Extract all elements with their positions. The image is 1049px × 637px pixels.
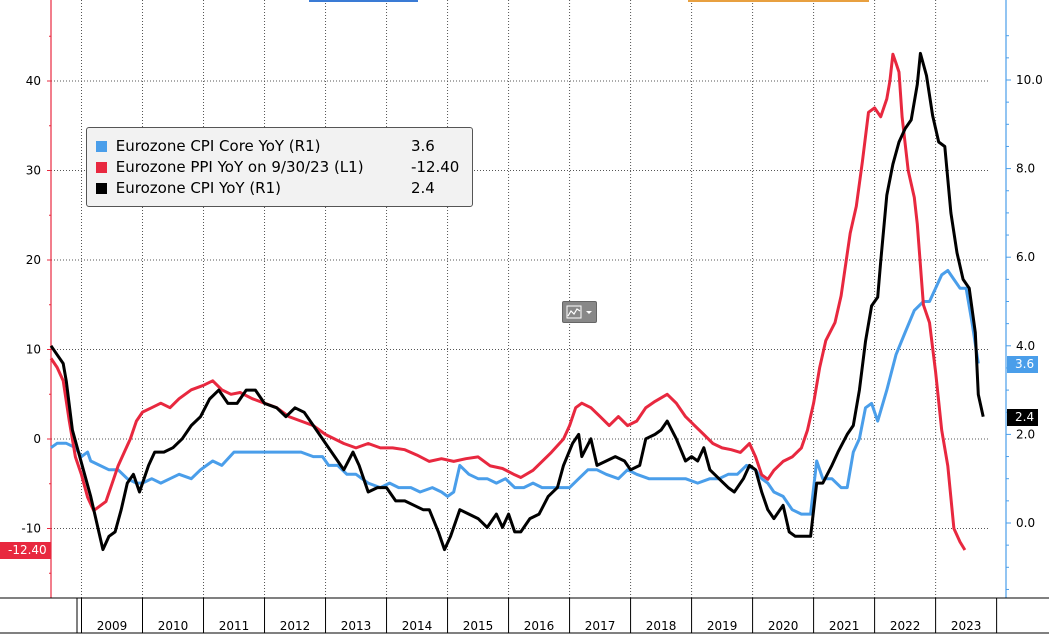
x-tick-label: 2014 (402, 619, 433, 633)
series-line-core (50, 269, 980, 516)
left-tick-label: 10 (26, 343, 41, 357)
x-tick-label: 2011 (219, 619, 250, 633)
left-tick-label: 40 (26, 74, 41, 88)
right-tick-label: 8.0 (1016, 162, 1035, 176)
left-tick-label: 30 (26, 164, 41, 178)
left-tick-label: 20 (26, 253, 41, 267)
x-tick-label: 2016 (524, 619, 555, 633)
top-tab-orange (688, 0, 869, 2)
cpi-last-value-badge: 2.4 (1007, 409, 1039, 426)
x-tick-label: 2009 (97, 619, 128, 633)
legend-value-ppi: -12.40 (411, 158, 460, 176)
core-last-value-badge: 3.6 (1007, 356, 1039, 373)
line-chart-icon-glyph (566, 305, 592, 319)
legend-name-core: Eurozone CPI Core YoY (R1) (115, 137, 321, 155)
x-tick-label: 2018 (646, 619, 677, 633)
right-tick-label: 2.0 (1016, 427, 1035, 441)
legend-name-cpi: Eurozone CPI YoY (R1) (115, 179, 281, 197)
right-tick-label: 4.0 (1016, 339, 1035, 353)
series-line-ppi (49, 52, 967, 551)
ppi-last-value-badge: -12.40 (0, 542, 51, 559)
x-tick-label: 2019 (707, 619, 738, 633)
x-tick-label: 2013 (341, 619, 372, 633)
legend-name-ppi: Eurozone PPI YoY on 9/30/23 (L1) (115, 158, 364, 176)
x-tick-label: 2022 (890, 619, 921, 633)
right-tick-label: 0.0 (1016, 516, 1035, 530)
line-chart-icon[interactable] (562, 301, 597, 323)
right-tick-label: 10.0 (1016, 73, 1043, 87)
left-tick-label: 0 (33, 432, 41, 446)
x-tick-label: 2012 (280, 619, 311, 633)
legend-row-ppi[interactable]: Eurozone PPI YoY on 9/30/23 (L1) -12.40 (96, 157, 459, 177)
top-tab-blue (309, 0, 418, 2)
legend-swatch-ppi (96, 162, 107, 173)
series-line-cpi (49, 51, 985, 552)
x-tick-label: 2017 (585, 619, 616, 633)
legend-row-cpi[interactable]: Eurozone CPI YoY (R1) 2.4 (96, 178, 435, 198)
legend-row-core[interactable]: Eurozone CPI Core YoY (R1) 3.6 (96, 136, 435, 156)
x-tick-label: 2020 (768, 619, 799, 633)
legend[interactable]: Eurozone CPI Core YoY (R1) 3.6 Eurozone … (86, 127, 473, 207)
x-tick-label: 2021 (829, 619, 860, 633)
x-tick-label: 2023 (951, 619, 982, 633)
legend-value-core: 3.6 (411, 137, 435, 155)
right-tick-label: 6.0 (1016, 250, 1035, 264)
legend-swatch-cpi (96, 183, 107, 194)
left-tick-label: -10 (21, 522, 41, 536)
grid-lines (51, 0, 989, 598)
x-tick-label: 2010 (158, 619, 189, 633)
legend-value-cpi: 2.4 (411, 179, 435, 197)
legend-swatch-core (96, 141, 107, 152)
series-lines (49, 51, 985, 552)
x-tick-label: 2015 (463, 619, 494, 633)
